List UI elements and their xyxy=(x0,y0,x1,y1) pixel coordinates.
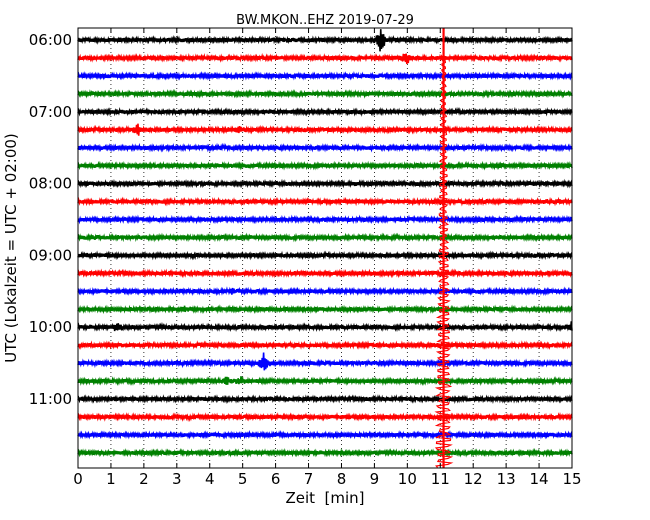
large-event-wave xyxy=(434,57,454,468)
trace-row xyxy=(77,142,573,153)
x-tick-label: 6 xyxy=(271,470,281,488)
trace-row xyxy=(77,447,573,458)
grid-lines xyxy=(110,28,540,468)
y-tick-label: 09:00 xyxy=(29,246,72,264)
trace-row xyxy=(77,412,573,422)
trace-row xyxy=(77,106,573,117)
trace-row xyxy=(77,214,573,225)
trace-row xyxy=(77,340,573,351)
y-tick-label: 06:00 xyxy=(29,31,72,49)
y-tick-label: 07:00 xyxy=(29,103,72,121)
trace-row xyxy=(77,70,573,81)
trace-row xyxy=(77,429,573,440)
y-tick-label: 08:00 xyxy=(29,175,72,193)
x-tick-label: 2 xyxy=(139,470,149,488)
x-tick-label: 13 xyxy=(497,470,516,488)
x-axis-title: Zeit [min] xyxy=(285,489,364,507)
x-tick-label: 12 xyxy=(464,470,483,488)
y-axis-title: UTC (Lokalzeit = UTC + 02:00) xyxy=(2,133,20,363)
x-tick-label: 10 xyxy=(398,470,417,488)
x-tick-label: 8 xyxy=(337,470,347,488)
x-tick-label: 15 xyxy=(562,470,581,488)
large-event-group xyxy=(434,28,454,468)
plot-frame xyxy=(77,27,573,469)
trace-row xyxy=(77,394,573,404)
y-tick-label: 10:00 xyxy=(29,318,72,336)
trace-row xyxy=(77,304,573,315)
trace-row xyxy=(77,352,573,371)
trace-row xyxy=(77,268,573,279)
trace-row xyxy=(77,52,573,64)
x-tick-label: 7 xyxy=(304,470,314,488)
x-tick-label: 11 xyxy=(431,470,450,488)
y-tick-label: 11:00 xyxy=(29,390,72,408)
x-tick-label: 9 xyxy=(370,470,380,488)
x-tick-label: 5 xyxy=(238,470,248,488)
trace-group xyxy=(77,29,573,458)
trace-row xyxy=(77,196,573,207)
trace-row xyxy=(77,178,573,189)
trace-row xyxy=(77,232,573,243)
trace-row xyxy=(77,250,573,261)
x-tick-label: 0 xyxy=(73,470,83,488)
x-tick-label: 1 xyxy=(106,470,116,488)
trace-row xyxy=(77,123,573,136)
trace-row xyxy=(77,88,573,99)
x-tick-label: 14 xyxy=(530,470,549,488)
x-axis: 0 1 2 3 4 5 6 7 8 9 10 11 12 13 14 15 xyxy=(73,28,582,488)
x-tick-label: 3 xyxy=(172,470,182,488)
trace-row xyxy=(77,286,573,297)
trace-row xyxy=(77,29,573,52)
trace-row xyxy=(77,160,573,171)
trace-row xyxy=(77,376,573,387)
trace-row xyxy=(77,321,573,333)
chart-title: BW.MKON..EHZ 2019-07-29 xyxy=(236,13,414,28)
x-tick-label: 4 xyxy=(205,470,215,488)
y-axis: 06:00 07:00 08:00 09:00 10:00 11:00 xyxy=(29,31,83,408)
